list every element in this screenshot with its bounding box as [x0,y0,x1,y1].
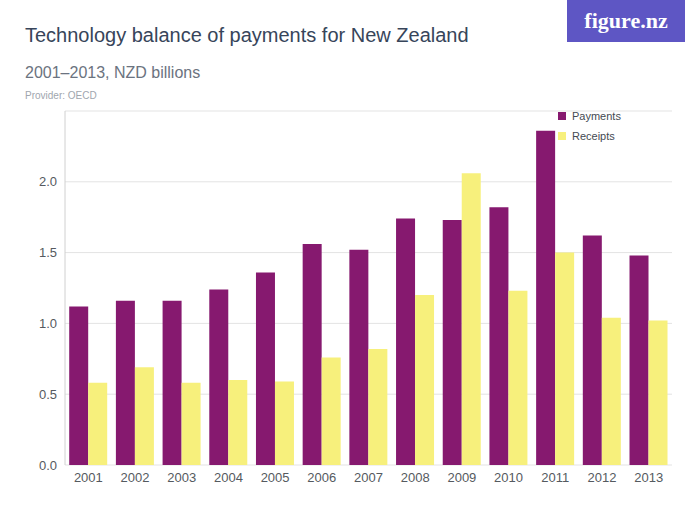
svg-text:0.0: 0.0 [39,458,57,473]
html-text:Payments: Payments [572,110,621,122]
svg-text:2006: 2006 [307,470,336,485]
svg-text:2010: 2010 [494,470,523,485]
svg-text:2013: 2013 [634,470,663,485]
svg-text:2003: 2003 [167,470,196,485]
svg-text:2011: 2011 [541,470,569,485]
svg-text:0.5: 0.5 [39,387,57,402]
html-text:Technology balance of payments: Technology balance of payments for New Z… [25,24,469,46]
svg-text:2002: 2002 [121,470,150,485]
html-text:2001–2013, NZD billions: 2001–2013, NZD billions [25,64,201,81]
svg-text:2012: 2012 [588,470,617,485]
svg-text:2.0: 2.0 [39,174,57,189]
svg-text:1.0: 1.0 [39,316,57,331]
svg-text:2001: 2001 [74,470,103,485]
svg-text:2007: 2007 [354,470,383,485]
svg-text:2004: 2004 [214,470,243,485]
html-text:Provider: OECD: Provider: OECD [25,90,97,101]
html-text:Receipts: Receipts [572,130,615,142]
svg-text:1.5: 1.5 [39,245,57,260]
svg-text:2008: 2008 [401,470,430,485]
html-text:figure.nz: figure.nz [584,8,668,33]
svg-text:2009: 2009 [447,470,476,485]
svg-text:2005: 2005 [261,470,290,485]
